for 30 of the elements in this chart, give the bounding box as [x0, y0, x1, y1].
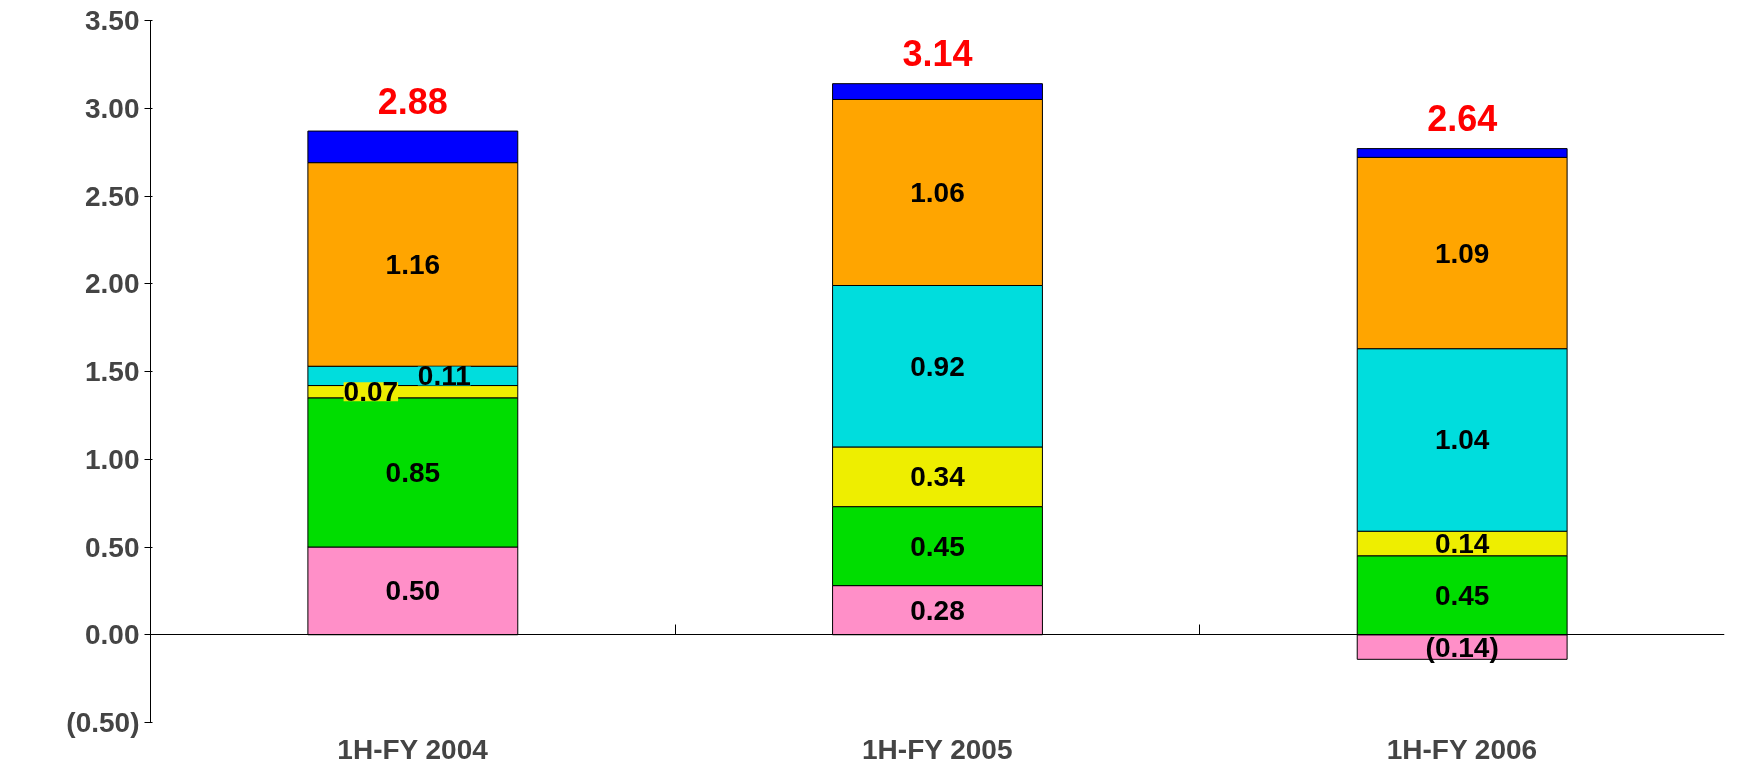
y-tick-label: 0.00: [85, 619, 140, 651]
data-label: 0.07: [343, 376, 399, 408]
data-label: 0.14: [1434, 527, 1490, 559]
data-label: 1.04: [1434, 424, 1490, 456]
y-tick-label: 2.00: [85, 268, 140, 300]
data-label: 0.34: [910, 461, 966, 493]
x-tick-label: 1H-FY 2006: [1386, 733, 1538, 765]
data-label: 0.11: [417, 360, 471, 392]
y-tick-label: 3.00: [85, 92, 140, 124]
y-tick-label: 1.00: [85, 443, 140, 475]
data-label: 0.50: [385, 575, 441, 607]
data-label: 1.06: [910, 176, 965, 208]
data-label: 0.45: [1434, 579, 1490, 611]
data-label: 0.28: [910, 594, 965, 626]
data-label: 0.92: [910, 350, 965, 382]
y-tick-label: 0.50: [85, 531, 140, 563]
data-label: 1.16: [385, 248, 441, 280]
data-label: (0.14): [1425, 631, 1499, 663]
data-label: 0.45: [910, 530, 965, 562]
y-tick-label: 2.50: [85, 180, 140, 212]
data-label: 0.85: [385, 456, 441, 488]
total-label: 2.88: [377, 80, 448, 122]
x-tick-label: 1H-FY 2004: [337, 733, 489, 765]
data-label: 1.09: [1434, 237, 1490, 269]
x-tick-label: 1H-FY 2005: [862, 733, 1013, 765]
y-tick-label: (0.50): [66, 707, 140, 738]
y-tick-label: 1.50: [85, 356, 140, 387]
y-tick-label: 3.50: [85, 5, 140, 36]
total-label: 3.14: [902, 33, 973, 75]
total-label: 2.64: [1427, 98, 1498, 140]
